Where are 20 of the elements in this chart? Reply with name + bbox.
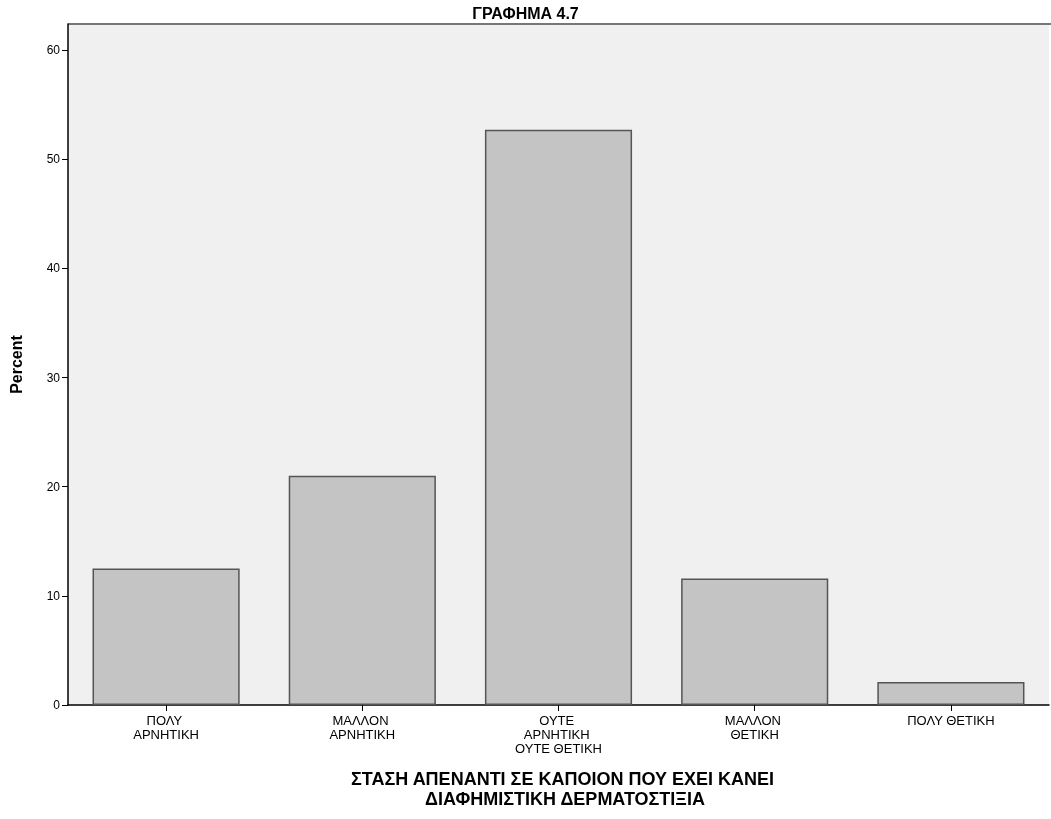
chart-title: ΓΡΑΦΗΜΑ 4.7: [472, 4, 579, 22]
x-tick-label: ΠΟΛΥ ΑΡΝΗΤΙΚΗ: [133, 712, 199, 742]
bar: [877, 682, 1025, 705]
y-tick-label: 30: [46, 370, 61, 385]
x-tick-label: ΠΟΛΥ ΘΕΤΙΚΗ: [907, 712, 995, 728]
y-tick-label: 20: [46, 479, 61, 494]
bar: [288, 475, 436, 705]
x-axis-title: ΣΤΑΣΗ ΑΠΕΝΑΝΤΙ ΣΕ ΚΑΠΟΙΟΝ ΠΟΥ ΕΧΕΙ ΚΑΝΕΙ ΔΙΑΦΗΜΙΣΤΙΚΗ ΔΕΡΜΑΤΟΣΤΙΞΙΑ: [351, 769, 779, 809]
y-tick-label: 60: [46, 43, 61, 58]
x-tick-label: ΜΑΛΛΟΝ ΘΕΤΙΚΗ: [724, 712, 785, 742]
bar: [484, 129, 633, 705]
x-tick-label: ΜΑΛΛΟΝ ΑΡΝΗΤΙΚΗ: [329, 712, 396, 742]
y-tick-label: 50: [46, 152, 61, 167]
x-tick-label: ΟΥΤΕ ΑΡΝΗΤΙΚΗ ΟΥΤΕ ΘΕΤΙΚΗ: [515, 712, 602, 756]
bar: [92, 568, 240, 705]
y-tick-label: 10: [46, 588, 61, 603]
y-tick-label: 40: [46, 261, 61, 276]
y-tick-label: 0: [53, 698, 61, 712]
y-axis-title: Percent: [7, 334, 25, 394]
bar: [681, 578, 829, 705]
